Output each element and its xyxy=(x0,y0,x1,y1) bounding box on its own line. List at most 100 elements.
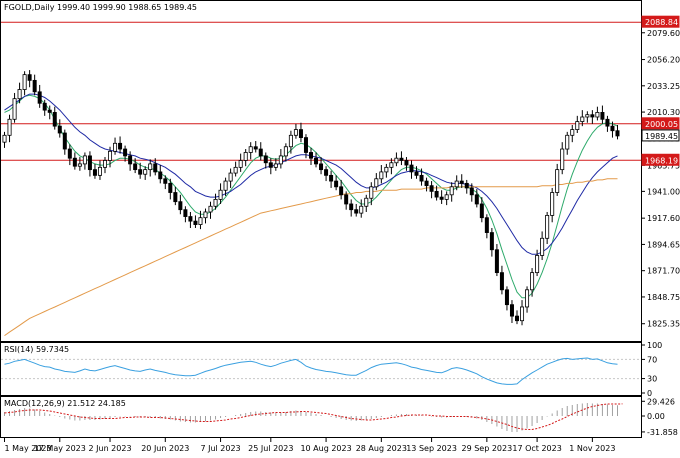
candle-body xyxy=(530,272,535,291)
candle-body xyxy=(118,142,123,150)
candle-body xyxy=(27,74,32,81)
candle-body xyxy=(414,171,419,176)
candle-body xyxy=(565,134,570,150)
candle-body xyxy=(37,91,42,104)
level-price-box xyxy=(641,15,680,28)
time-tick-label: 25 Jul 2023 xyxy=(248,444,293,453)
price-tick-label: 1871.70 xyxy=(647,267,680,276)
time-tick-label: 13 Sep 2023 xyxy=(406,444,457,453)
candle-body xyxy=(273,163,278,168)
candle-body xyxy=(575,121,580,130)
price-plot xyxy=(1,21,641,337)
time-tick-label: 1 May 2023 xyxy=(5,444,52,453)
candle-body xyxy=(148,163,153,171)
candle-body xyxy=(7,118,12,136)
candle-body xyxy=(138,169,143,175)
price-tick-label: 1941.00 xyxy=(647,187,680,196)
level-price-label: 2088.84 xyxy=(645,18,678,27)
candle-body xyxy=(213,198,218,207)
candle-body xyxy=(545,215,550,239)
time-tick-label: 17 Oct 2023 xyxy=(512,444,561,453)
macd-signal-line xyxy=(4,403,623,430)
time-tick-label: 2 Jun 2023 xyxy=(89,444,132,453)
candle-body xyxy=(499,272,504,291)
candle-body xyxy=(243,152,248,161)
candle-body xyxy=(535,255,540,274)
candle-body xyxy=(454,180,459,188)
candle-body xyxy=(424,180,429,187)
candle-body xyxy=(334,180,339,188)
candle-body xyxy=(92,169,97,176)
macd-tick-label: 0.00 xyxy=(647,412,665,421)
candle-body xyxy=(268,162,273,168)
candle-body xyxy=(364,197,369,207)
candle-body xyxy=(303,137,308,153)
candle-body xyxy=(585,114,590,118)
time-tick-label: 10 Aug 2023 xyxy=(300,444,351,453)
candle-body xyxy=(344,194,349,205)
candle-body xyxy=(298,129,303,138)
candle-body xyxy=(429,185,434,192)
candle-body xyxy=(52,112,57,127)
candle-body xyxy=(469,187,474,196)
candle-body xyxy=(22,74,27,90)
candle-body xyxy=(258,148,263,157)
time-tick-label: 20 Jun 2023 xyxy=(141,444,189,453)
price-tick-label: 2010.30 xyxy=(647,108,680,117)
level-price-box xyxy=(641,153,680,166)
candle-body xyxy=(329,174,334,182)
rsi-tick-label: 100 xyxy=(647,341,662,350)
candle-body xyxy=(233,166,238,174)
candle-body xyxy=(449,186,454,196)
candle-body xyxy=(223,180,228,191)
candle-body xyxy=(42,102,47,111)
candle-body xyxy=(193,220,198,225)
macd-tick-label: -31.858 xyxy=(647,428,678,437)
price-tick-label: 1848.75 xyxy=(647,293,680,302)
candle-body xyxy=(168,182,173,193)
candle-body xyxy=(474,194,479,205)
candle-body xyxy=(600,112,605,120)
macd-title: MACD(12,26,9) 21.512 24.185 xyxy=(4,399,126,408)
candle-body xyxy=(389,162,394,168)
candle-body xyxy=(108,150,113,161)
candle-body xyxy=(57,125,62,134)
candle-body xyxy=(374,178,379,188)
candle-body xyxy=(434,190,439,198)
level-price-label: 2000.05 xyxy=(645,120,678,129)
candle-body xyxy=(163,178,168,184)
current-price-box xyxy=(641,129,680,142)
candle-body xyxy=(555,169,560,193)
candle-body xyxy=(515,315,520,322)
candle-body xyxy=(540,237,545,256)
candle-body xyxy=(248,146,253,153)
candle-body xyxy=(590,114,595,118)
time-tick-label: 29 Sep 2023 xyxy=(462,444,513,453)
candle-body xyxy=(504,289,509,306)
candle-body xyxy=(314,157,319,165)
rsi-title: RSI(14) 59.7345 xyxy=(4,345,69,354)
candle-body xyxy=(288,134,293,148)
rsi-tick-label: 30 xyxy=(647,375,657,384)
candle-body xyxy=(550,192,555,216)
price-tick-label: 2033.25 xyxy=(647,82,680,91)
price-tick-label: 1825.35 xyxy=(647,320,680,329)
candle-body xyxy=(153,163,158,173)
candle-body xyxy=(158,171,163,180)
candle-body xyxy=(173,192,178,203)
candle-body xyxy=(17,89,22,100)
candle-body xyxy=(615,130,620,137)
candle-body xyxy=(2,134,7,143)
time-tick-label: 7 Jul 2023 xyxy=(200,444,240,453)
candle-body xyxy=(218,189,223,200)
candle-body xyxy=(278,155,283,165)
ma_slow-line xyxy=(4,178,618,337)
candle-body xyxy=(379,171,384,180)
candle-body xyxy=(464,182,469,189)
candle-body xyxy=(520,306,525,322)
axes: 2079.602056.202033.252010.301987.351963.… xyxy=(4,15,680,453)
candle-body xyxy=(82,155,87,165)
candle-body xyxy=(610,125,615,132)
